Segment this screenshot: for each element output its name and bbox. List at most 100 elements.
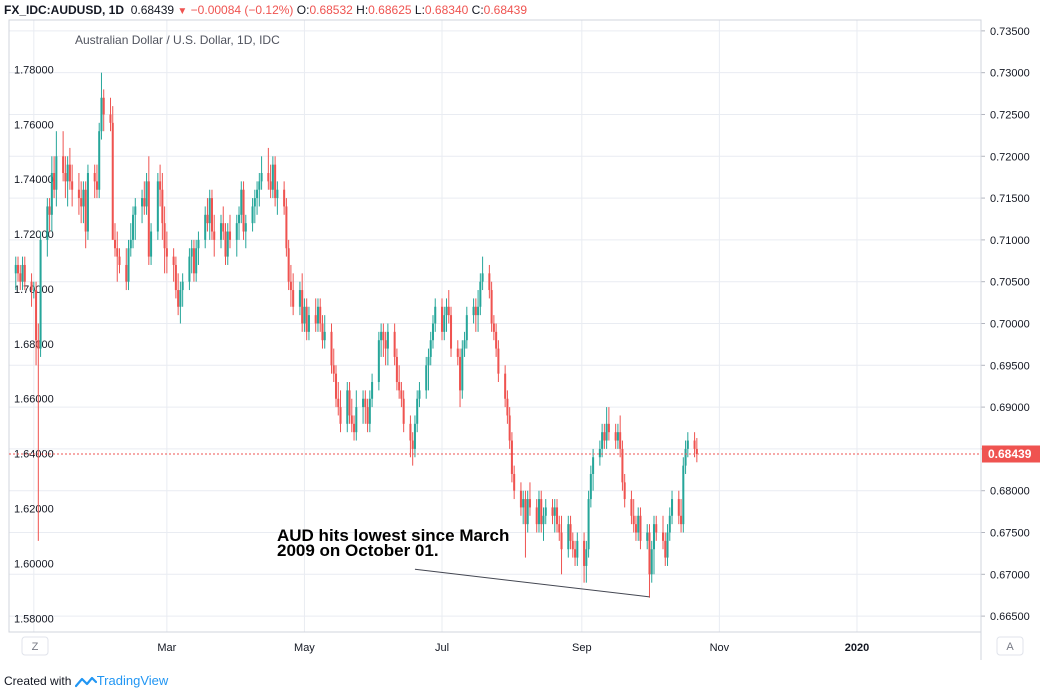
candle	[276, 181, 279, 215]
candle	[253, 189, 256, 224]
candle	[646, 524, 649, 550]
candle	[630, 490, 633, 525]
candle	[380, 323, 383, 357]
candle-body	[384, 340, 387, 349]
candle	[163, 206, 166, 274]
candle	[208, 189, 211, 240]
candle-body	[551, 507, 554, 516]
right-tick-label: 0.72500	[990, 109, 1030, 121]
candle	[113, 223, 117, 257]
candle-body	[481, 273, 484, 282]
candle-body	[377, 340, 380, 383]
candle	[461, 340, 464, 399]
candle	[427, 348, 430, 391]
candle	[382, 323, 385, 357]
candle	[213, 214, 216, 257]
candle	[210, 189, 213, 240]
candle	[607, 407, 610, 441]
candle-body	[46, 206, 49, 240]
candle	[519, 482, 522, 516]
open-label: O:	[296, 3, 310, 17]
candle-body	[630, 499, 633, 516]
candle-body	[165, 248, 168, 257]
tradingview-brand[interactable]: TradingView	[96, 673, 169, 688]
candle	[283, 181, 286, 215]
candle-body	[655, 524, 658, 533]
candle	[528, 482, 531, 516]
candle-body	[680, 515, 683, 525]
candle-body	[506, 398, 509, 416]
time-tick-label: Jul	[435, 642, 449, 654]
candle	[98, 122, 101, 199]
annotation-line-1[interactable]: AUD hits lowest since March	[277, 526, 509, 545]
candle-body	[23, 264, 26, 282]
zoom-button[interactable]: Z	[21, 636, 49, 656]
right-tick-label: 0.70500	[990, 277, 1030, 289]
candle	[571, 532, 574, 558]
candle	[174, 256, 177, 299]
annotation-line-2[interactable]: 2009 on October 01.	[277, 541, 439, 560]
candle	[301, 273, 304, 332]
candle	[585, 540, 588, 583]
candle	[616, 423, 619, 449]
candle	[316, 298, 319, 332]
candle-body	[693, 440, 696, 449]
candle-body	[490, 290, 493, 324]
candle-body	[93, 173, 96, 182]
candle	[377, 331, 380, 391]
candle-body	[567, 524, 570, 550]
candle-body	[337, 398, 340, 408]
candle	[650, 540, 653, 583]
candle	[240, 181, 243, 224]
candle-body	[109, 114, 112, 123]
candle	[544, 499, 547, 525]
last-price-value: 0.68439	[130, 3, 175, 17]
candle-body	[371, 382, 374, 399]
candle-body	[576, 540, 579, 558]
candle-body	[463, 340, 466, 349]
candle-body	[474, 306, 477, 316]
candle-body	[228, 231, 232, 240]
candle-body	[190, 248, 193, 257]
time-axis[interactable]: 2019MarMayJulSepNov2020	[22, 642, 870, 654]
time-tick-label: 2020	[845, 642, 869, 654]
candle-body	[416, 398, 419, 424]
symbol-label[interactable]: FX_IDC:AUDUSD, 1D	[4, 3, 125, 17]
candle-body	[686, 440, 689, 449]
candle	[62, 131, 65, 182]
candle-body	[393, 331, 396, 357]
candle	[671, 490, 674, 525]
close-label: C:	[471, 3, 484, 17]
candle	[145, 173, 148, 215]
candle-body	[251, 206, 254, 224]
auto-scale-button[interactable]: A	[996, 636, 1024, 656]
price-chart[interactable]: 1.58000 1.60000 1.62000 1.64000 1.66000 1.680…	[0, 0, 1046, 670]
close-value: 0.68439	[483, 3, 528, 17]
candle-body	[398, 382, 401, 391]
candle-body	[66, 164, 69, 182]
candle	[287, 239, 290, 291]
candle	[465, 306, 468, 349]
right-price-axis[interactable]: 0.665000.670000.675000.680000.685000.690…	[981, 26, 1030, 623]
annotation-trendline[interactable]	[414, 568, 650, 598]
candle-body	[163, 223, 166, 249]
candle	[535, 499, 538, 533]
candle-body	[614, 432, 617, 441]
candle	[190, 239, 193, 274]
candle	[495, 323, 498, 357]
candle	[197, 231, 200, 265]
left-price-axis[interactable]: 1.58000 1.60000 1.62000 1.64000 1.66000 1.680…	[14, 64, 54, 625]
candle-body	[62, 156, 65, 173]
candle	[425, 356, 428, 399]
candle-body	[287, 248, 290, 282]
candle	[637, 507, 640, 541]
candle-body	[305, 306, 308, 332]
candle	[274, 156, 277, 207]
candle-body	[524, 499, 527, 525]
candle	[46, 198, 49, 257]
candle	[161, 173, 164, 240]
candle-body	[431, 323, 434, 341]
candle	[355, 390, 358, 441]
candle-body	[330, 331, 333, 366]
candle	[447, 290, 450, 324]
